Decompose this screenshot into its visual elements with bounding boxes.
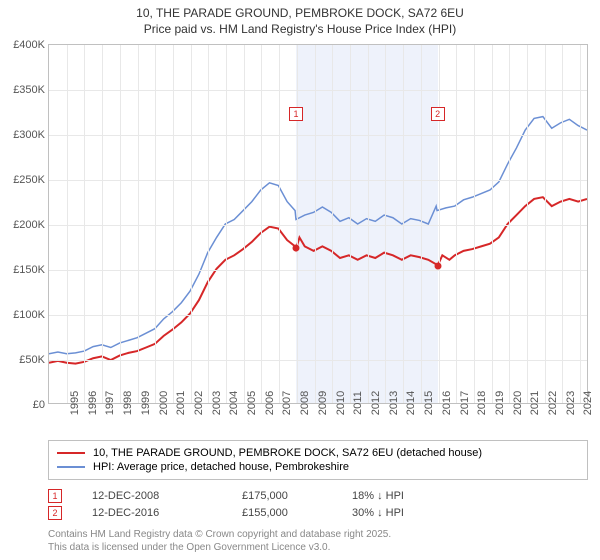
sales-row: 1 12-DEC-2008£175,00018% ↓ HPI (48, 489, 588, 503)
legend-row: HPI: Average price, detached house, Pemb… (57, 461, 579, 473)
grid-line-v (208, 45, 209, 403)
y-axis-label: £200K (13, 219, 49, 231)
sales-delta: 30% ↓ HPI (352, 507, 588, 519)
grid-line-v (191, 45, 192, 403)
grid-line-v (350, 45, 351, 403)
grid-line-v (545, 45, 546, 403)
chart-lines-svg (49, 45, 587, 403)
chart-title-sub: Price paid vs. HM Land Registry's House … (0, 22, 600, 36)
grid-line-v (138, 45, 139, 403)
chart-plot-wrap: £0£50K£100K£150K£200K£250K£300K£350K£400… (48, 44, 588, 404)
footnote-line1: Contains HM Land Registry data © Crown c… (48, 528, 391, 541)
grid-line-v (155, 45, 156, 403)
grid-line-v (67, 45, 68, 403)
grid-line-v (385, 45, 386, 403)
grid-line-h (49, 180, 587, 181)
grid-line-h (49, 270, 587, 271)
grid-line-v (368, 45, 369, 403)
grid-line-h (49, 135, 587, 136)
grid-line-v (509, 45, 510, 403)
grid-line-v (297, 45, 298, 403)
legend-swatch (57, 466, 85, 468)
y-axis-label: £350K (13, 84, 49, 96)
legend-label: HPI: Average price, detached house, Pemb… (93, 461, 349, 473)
series-line-hpi (49, 117, 587, 354)
grid-line-v (527, 45, 528, 403)
y-axis-label: £150K (13, 264, 49, 276)
sales-row: 2 12-DEC-2016£155,00030% ↓ HPI (48, 506, 588, 520)
grid-line-v (102, 45, 103, 403)
grid-line-v (315, 45, 316, 403)
grid-line-h (49, 315, 587, 316)
sales-table: 1 12-DEC-2008£175,00018% ↓ HPI 2 12-DEC-201… (48, 486, 588, 523)
legend-label: 10, THE PARADE GROUND, PEMBROKE DOCK, SA… (93, 447, 482, 459)
grid-line-v (439, 45, 440, 403)
grid-line-v (279, 45, 280, 403)
grid-line-v (580, 45, 581, 403)
grid-line-v (120, 45, 121, 403)
grid-line-v (474, 45, 475, 403)
series-line-price_paid (49, 197, 587, 363)
x-axis-label: 2025 (580, 391, 600, 415)
sale-dot (434, 262, 441, 269)
legend-box: 10, THE PARADE GROUND, PEMBROKE DOCK, SA… (48, 440, 588, 480)
grid-line-h (49, 90, 587, 91)
grid-line-v (226, 45, 227, 403)
sales-date: 12-DEC-2008 (92, 490, 242, 502)
chart-title-main: 10, THE PARADE GROUND, PEMBROKE DOCK, SA… (0, 6, 600, 20)
sales-marker: 1 (48, 489, 62, 503)
grid-line-h (49, 225, 587, 226)
grid-line-v (456, 45, 457, 403)
sales-marker: 2 (48, 506, 62, 520)
grid-line-v (492, 45, 493, 403)
sales-delta: 18% ↓ HPI (352, 490, 588, 502)
grid-line-h (49, 360, 587, 361)
y-axis-label: £0 (33, 399, 49, 411)
legend-row: 10, THE PARADE GROUND, PEMBROKE DOCK, SA… (57, 447, 579, 459)
y-axis-label: £50K (19, 354, 49, 366)
grid-line-v (261, 45, 262, 403)
sale-marker: 2 (431, 107, 445, 121)
y-axis-label: £250K (13, 174, 49, 186)
plot-area: £0£50K£100K£150K£200K£250K£300K£350K£400… (48, 44, 588, 404)
sales-date: 12-DEC-2016 (92, 507, 242, 519)
chart-container: 10, THE PARADE GROUND, PEMBROKE DOCK, SA… (0, 0, 600, 560)
y-axis-label: £400K (13, 39, 49, 51)
grid-line-v (173, 45, 174, 403)
chart-titles: 10, THE PARADE GROUND, PEMBROKE DOCK, SA… (0, 0, 600, 36)
footnote-line2: This data is licensed under the Open Gov… (48, 541, 391, 554)
y-axis-label: £100K (13, 309, 49, 321)
footnote: Contains HM Land Registry data © Crown c… (48, 528, 391, 554)
sales-price: £175,000 (242, 490, 352, 502)
sale-dot (292, 244, 299, 251)
grid-line-v (244, 45, 245, 403)
grid-line-v (403, 45, 404, 403)
legend-swatch (57, 452, 85, 454)
grid-line-v (421, 45, 422, 403)
grid-line-v (562, 45, 563, 403)
sales-price: £155,000 (242, 507, 352, 519)
sale-marker: 1 (289, 107, 303, 121)
grid-line-v (332, 45, 333, 403)
grid-line-v (84, 45, 85, 403)
y-axis-label: £300K (13, 129, 49, 141)
